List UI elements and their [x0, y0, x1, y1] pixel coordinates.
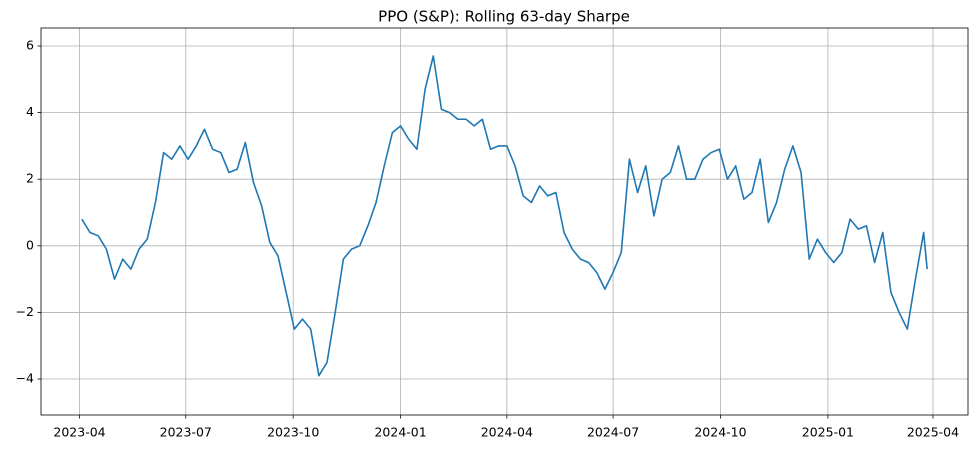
x-tick-label: 2025-04: [907, 425, 959, 440]
y-tick-label: −4: [16, 371, 34, 386]
y-tick-label: 2: [26, 171, 34, 186]
x-tick-label: 2025-01: [802, 425, 854, 440]
y-tick-label: 0: [26, 237, 34, 252]
x-tick-label: 2024-01: [374, 425, 426, 440]
x-tick-label: 2024-10: [694, 425, 746, 440]
y-tick-label: 6: [26, 37, 34, 52]
x-tick-label: 2024-04: [481, 425, 533, 440]
plot-frame: [40, 27, 969, 416]
y-tick-label: −2: [16, 304, 34, 319]
data-line: [81, 55, 928, 377]
x-tick-label: 2024-07: [587, 425, 639, 440]
chart-title: PPO (S&P): Rolling 63-day Sharpe: [378, 8, 630, 26]
y-tick-label: 4: [26, 104, 34, 119]
x-tick-label: 2023-10: [267, 425, 319, 440]
x-tick-label: 2023-04: [53, 425, 105, 440]
x-tick-label: 2023-07: [160, 425, 212, 440]
